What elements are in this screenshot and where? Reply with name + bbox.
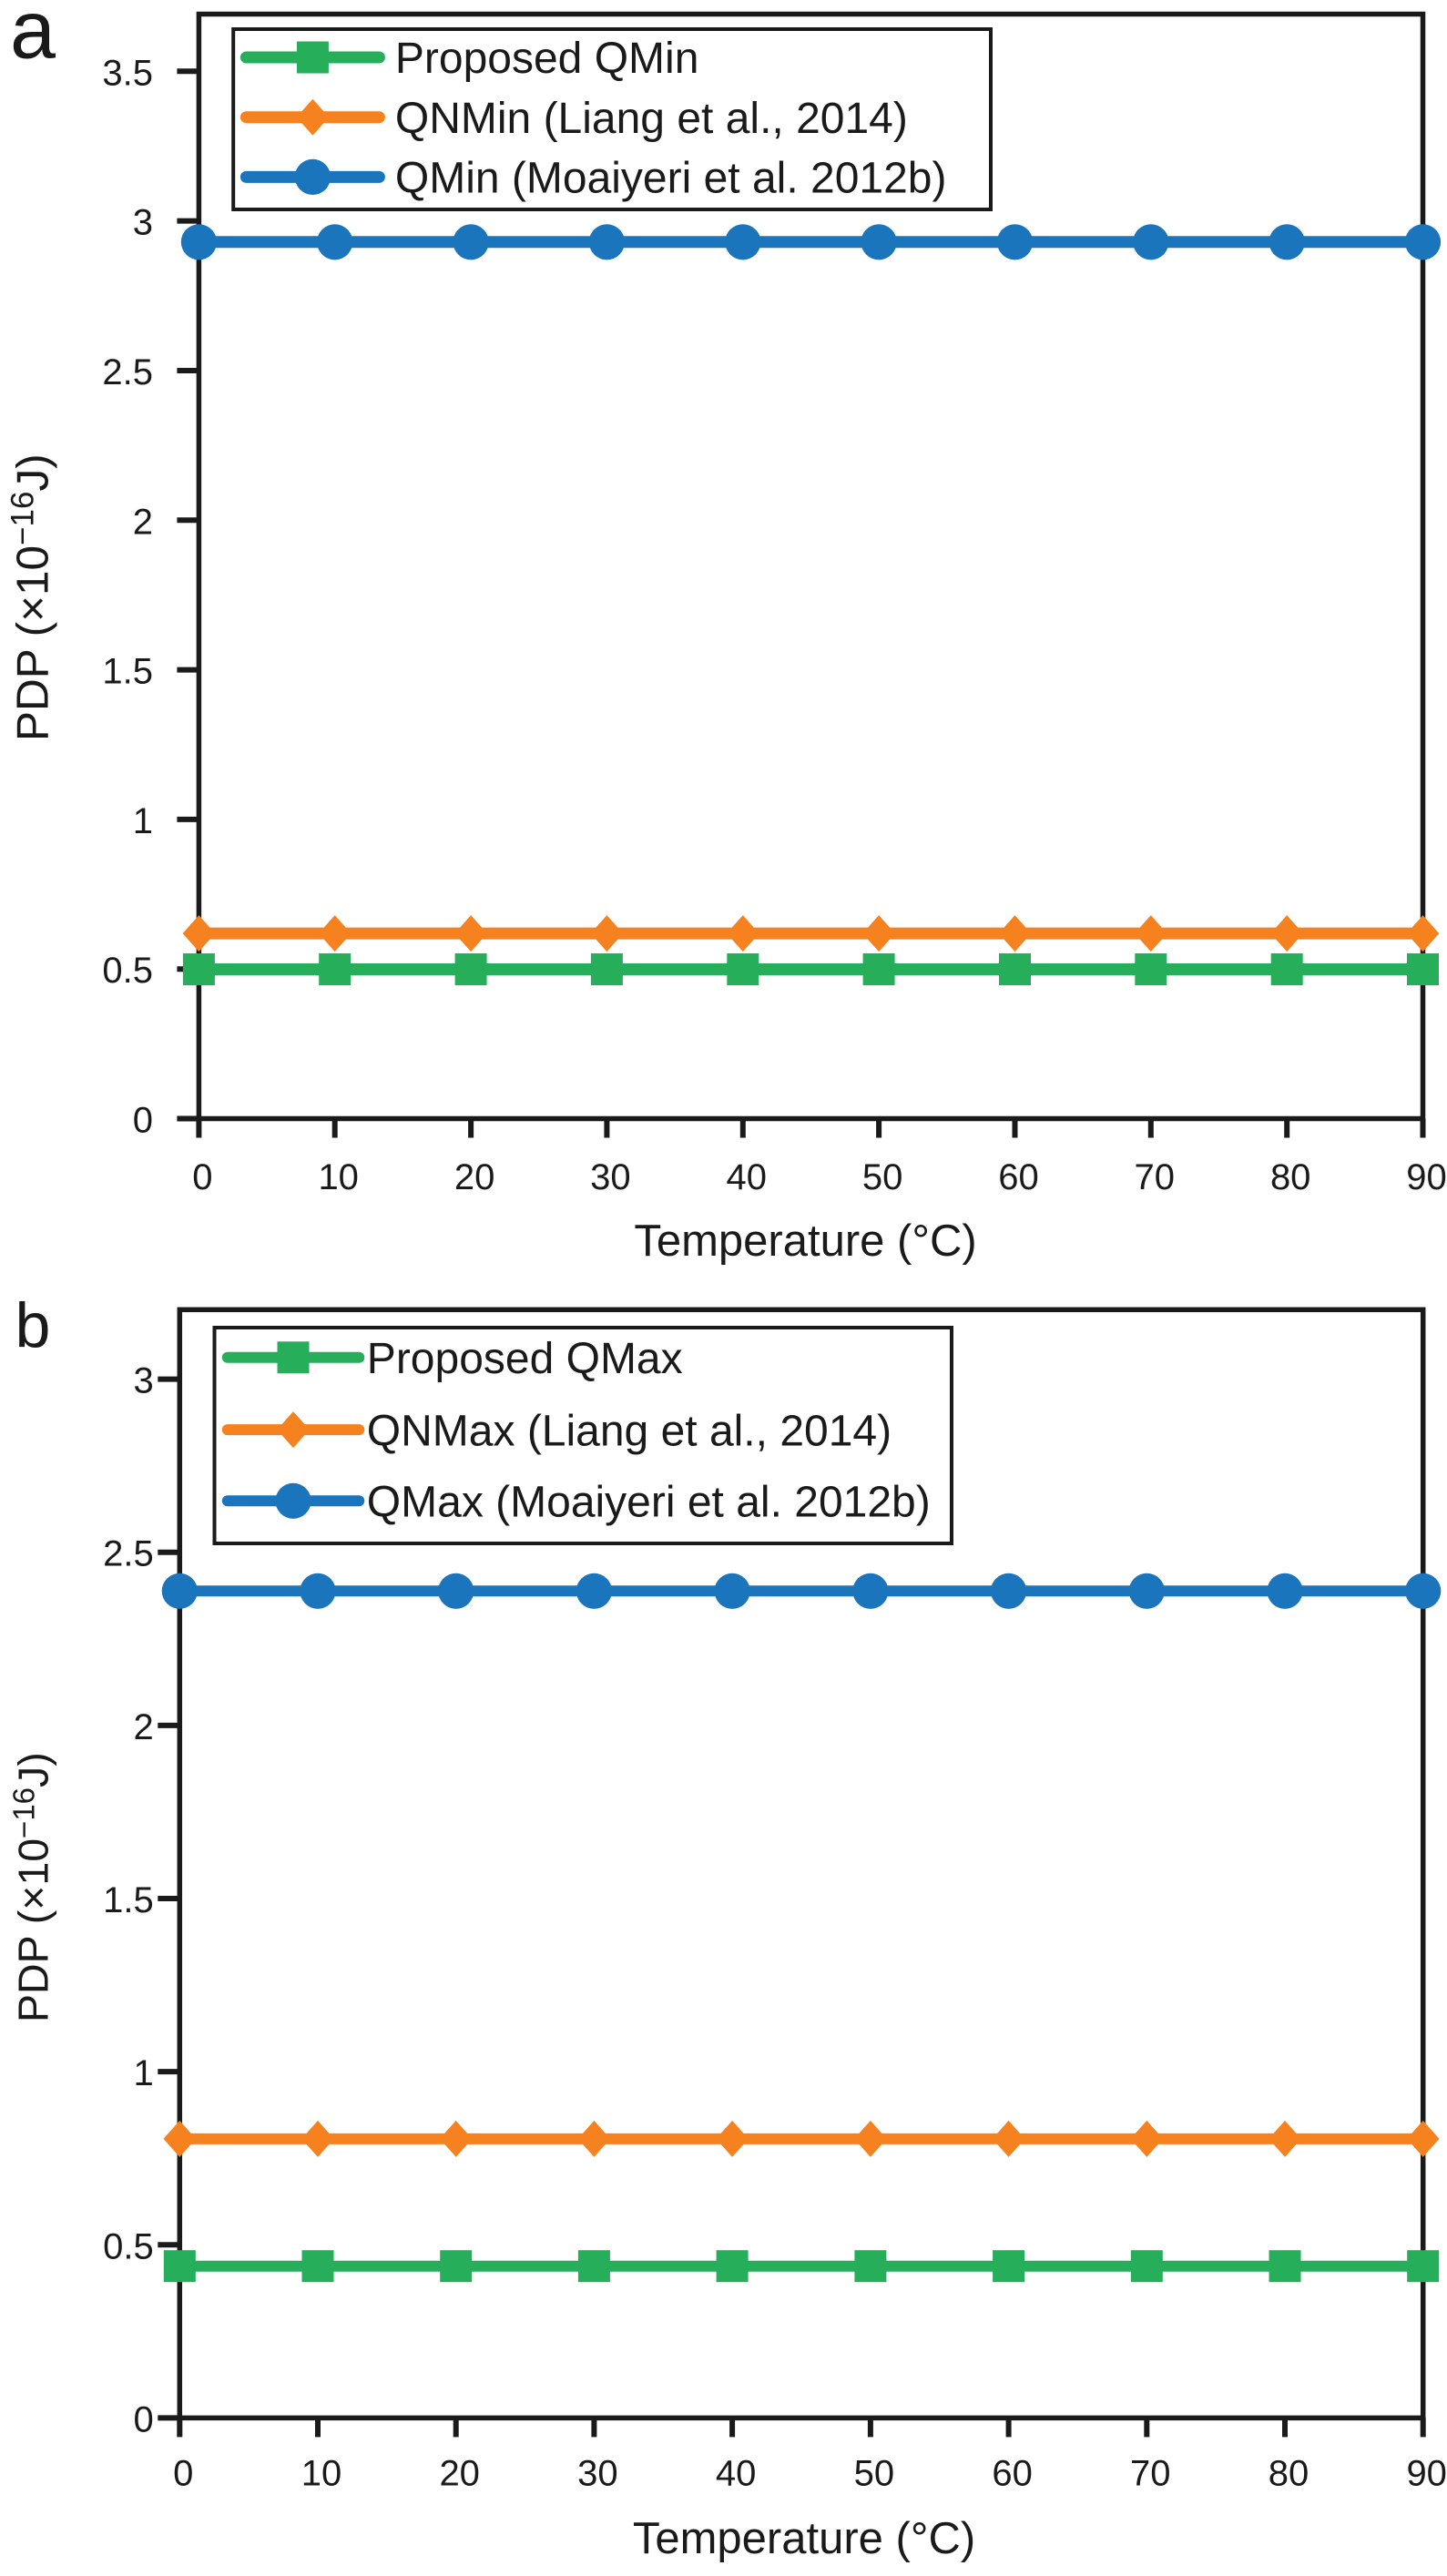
svg-text:Temperature (°C): Temperature (°C) bbox=[634, 1217, 976, 1266]
svg-text:2.5: 2.5 bbox=[103, 1534, 154, 1574]
svg-text:3: 3 bbox=[133, 203, 153, 243]
svg-text:60: 60 bbox=[992, 2454, 1033, 2494]
svg-text:1: 1 bbox=[133, 2053, 153, 2093]
svg-text:Temperature (°C): Temperature (°C) bbox=[633, 2514, 975, 2563]
svg-text:1.5: 1.5 bbox=[102, 652, 153, 692]
svg-text:40: 40 bbox=[716, 2454, 757, 2494]
svg-text:90: 90 bbox=[1406, 2454, 1447, 2494]
svg-text:QMin (Moaiyeri et al. 2012b): QMin (Moaiyeri et al. 2012b) bbox=[395, 155, 947, 203]
svg-text:PDP (×10−16J): PDP (×10−16J) bbox=[6, 1752, 56, 2022]
svg-text:QNMax (Liang et al., 2014): QNMax (Liang et al., 2014) bbox=[367, 1407, 892, 1455]
svg-text:3: 3 bbox=[133, 1361, 153, 1401]
svg-text:80: 80 bbox=[1270, 1157, 1311, 1197]
svg-text:10: 10 bbox=[301, 2454, 342, 2494]
svg-text:QMax (Moaiyeri et al. 2012b): QMax (Moaiyeri et al. 2012b) bbox=[367, 1479, 931, 1527]
svg-text:0: 0 bbox=[133, 1101, 153, 1141]
svg-text:a: a bbox=[10, 0, 56, 76]
svg-text:2.5: 2.5 bbox=[102, 352, 153, 392]
svg-text:0: 0 bbox=[173, 2454, 193, 2494]
svg-text:0: 0 bbox=[133, 2399, 153, 2439]
svg-text:90: 90 bbox=[1406, 1157, 1447, 1197]
svg-text:QNMin (Liang et al., 2014): QNMin (Liang et al., 2014) bbox=[395, 95, 908, 143]
svg-text:30: 30 bbox=[577, 2454, 618, 2494]
svg-text:1: 1 bbox=[133, 801, 153, 841]
svg-text:2: 2 bbox=[133, 1707, 153, 1747]
svg-text:60: 60 bbox=[998, 1157, 1039, 1197]
svg-text:70: 70 bbox=[1135, 1157, 1176, 1197]
svg-text:80: 80 bbox=[1269, 2454, 1309, 2494]
svg-text:0.5: 0.5 bbox=[102, 951, 153, 991]
svg-text:b: b bbox=[15, 1290, 51, 1361]
svg-text:0: 0 bbox=[192, 1157, 212, 1197]
svg-text:Proposed QMin: Proposed QMin bbox=[395, 35, 699, 83]
svg-text:0.5: 0.5 bbox=[103, 2226, 154, 2266]
svg-text:70: 70 bbox=[1130, 2454, 1171, 2494]
svg-text:2: 2 bbox=[133, 502, 153, 542]
svg-text:20: 20 bbox=[439, 2454, 480, 2494]
svg-text:50: 50 bbox=[854, 2454, 895, 2494]
svg-text:10: 10 bbox=[318, 1157, 359, 1197]
svg-text:40: 40 bbox=[727, 1157, 768, 1197]
svg-text:1.5: 1.5 bbox=[103, 1880, 154, 1920]
svg-text:50: 50 bbox=[862, 1157, 903, 1197]
svg-text:3.5: 3.5 bbox=[102, 53, 153, 93]
svg-text:30: 30 bbox=[590, 1157, 631, 1197]
svg-text:Proposed QMax: Proposed QMax bbox=[367, 1335, 683, 1383]
svg-text:20: 20 bbox=[454, 1157, 495, 1197]
